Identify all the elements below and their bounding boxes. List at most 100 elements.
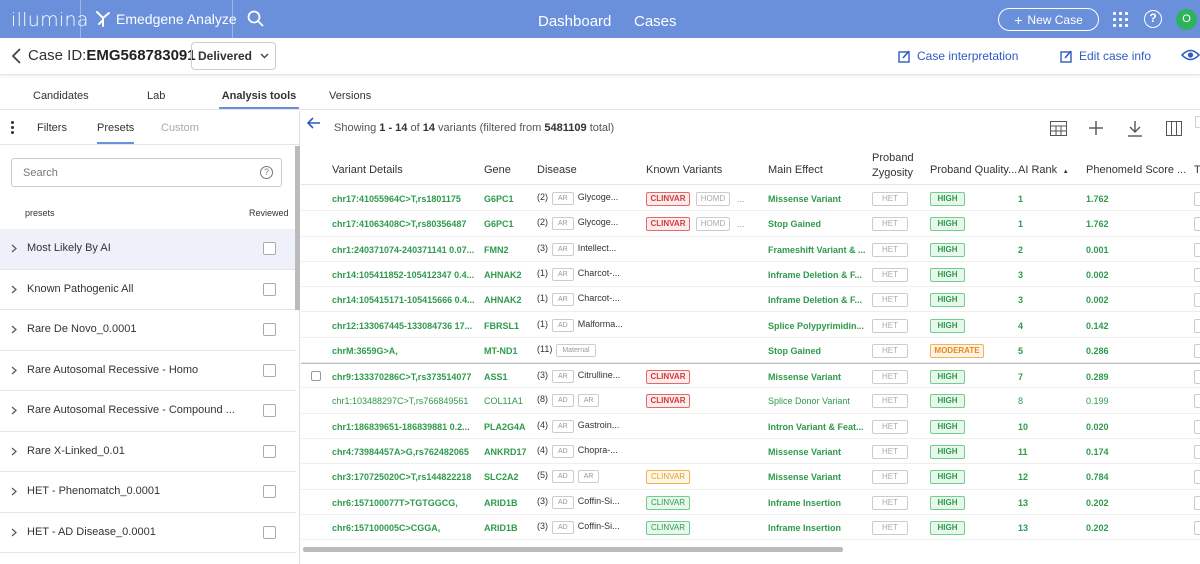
chevron-right-icon[interactable] [11, 285, 17, 297]
variant-details[interactable]: chr6:157100077T>TGTGGCG, [332, 497, 458, 508]
reviewed-checkbox[interactable] [263, 323, 276, 336]
column-header[interactable]: Variant Details [332, 164, 403, 176]
tab-custom[interactable]: Custom [161, 122, 199, 134]
table-row[interactable]: chr17:41063408C>T,rs80356487 G6PC1 (2) AR Gl… [301, 211, 1200, 237]
column-header[interactable]: AI Rank ▲ [1018, 164, 1069, 176]
table-row[interactable]: chr6:157100077T>TGTGGCG, ARID1B (3) AD Coffi… [301, 490, 1200, 515]
edit-case-info-link[interactable]: Edit case info [1060, 49, 1151, 63]
nav-cases[interactable]: Cases [634, 13, 677, 30]
tab-analysis-tools[interactable]: Analysis tools [219, 90, 299, 109]
row-checkbox[interactable] [311, 371, 321, 382]
preset-item[interactable]: Most Likely By AI [0, 229, 296, 270]
variant-details[interactable]: chr1:186839651-186839881 0.2... [332, 421, 470, 432]
table-row[interactable]: chr1:186839651-186839881 0.2... PLA2G4A (4… [301, 414, 1200, 439]
columns-icon[interactable] [1166, 121, 1182, 141]
gene[interactable]: AHNAK2 [484, 295, 522, 306]
preset-item[interactable]: Rare Autosomal Recessive - Compound ... [0, 391, 296, 432]
table-row[interactable]: chrM:3659G>A, MT-ND1 (11) Maternal Stop Gain… [301, 338, 1200, 364]
reviewed-checkbox[interactable] [263, 363, 276, 377]
table-row[interactable]: chr1:103488297C>T,rs766849561 COL11A1 (8) A… [301, 388, 1200, 414]
gene[interactable]: FMN2 [484, 244, 509, 255]
chevron-right-icon[interactable] [11, 447, 17, 459]
preset-item[interactable]: HET - AD Disease_0.0001 [0, 513, 296, 553]
reviewed-checkbox[interactable] [263, 282, 276, 296]
tab-versions[interactable]: Versions [329, 90, 372, 102]
variant-details[interactable]: chr14:105411852-105412347 0.4... [332, 269, 475, 280]
tab-lab[interactable]: Lab [147, 90, 166, 102]
column-header[interactable]: T [1194, 164, 1200, 176]
horizontal-scrollbar[interactable] [303, 547, 843, 552]
clinvar-badge[interactable]: CLINVAR [646, 394, 690, 409]
side-panel-toggle[interactable] [1195, 116, 1200, 128]
sort-asc-icon[interactable]: ▲ [1061, 169, 1069, 175]
chevron-right-icon[interactable] [11, 406, 17, 418]
table-row[interactable]: chr9:133370286C>T,rs373514077 ASS1 (3) AR Ci… [301, 363, 1200, 389]
variant-details[interactable]: chr4:73984457A>G,rs762482065 [332, 447, 469, 457]
variant-details[interactable]: chr1:240371074-240371141 0.07... [332, 244, 475, 255]
clinvar-badge[interactable]: CLINVAR [646, 192, 690, 206]
chevron-right-icon[interactable] [11, 366, 17, 378]
nav-dashboard[interactable]: Dashboard [538, 13, 612, 30]
gene[interactable]: ARID1B [484, 522, 518, 533]
clinvar-badge[interactable]: CLINVAR [646, 370, 690, 385]
table-row[interactable]: chr3:170725020C>T,rs144822218 SLC2A2 (5) AD… [301, 464, 1200, 490]
variant-details[interactable]: chr6:157100005C>CGGA, [332, 522, 441, 533]
gene[interactable]: G6PC1 [484, 194, 514, 204]
tab-filters[interactable]: Filters [37, 122, 67, 134]
column-header[interactable]: Disease [537, 164, 577, 176]
table-row[interactable]: chr12:133067445-133084736 17... FBRSL1 (1)… [301, 313, 1200, 338]
variant-details[interactable]: chr9:133370286C>T,rs373514077 [332, 372, 472, 383]
help-icon[interactable]: ? [260, 166, 273, 179]
chevron-right-icon[interactable] [11, 244, 17, 256]
variant-details[interactable]: chr17:41055964C>T,rs1801175 [332, 194, 461, 204]
illumina-logo[interactable]: illumina [11, 9, 89, 31]
chevron-right-icon[interactable] [11, 487, 17, 499]
table-row[interactable]: chr1:240371074-240371141 0.07... FMN2 (3) A… [301, 237, 1200, 262]
table-row[interactable]: chr17:41055964C>T,rs1801175 G6PC1 (2) AR Gly… [301, 186, 1200, 212]
variant-details[interactable]: chr14:105415171-105415666 0.4... [332, 295, 475, 306]
add-icon[interactable] [1089, 121, 1103, 140]
chevron-right-icon[interactable] [11, 528, 17, 540]
variant-details[interactable]: chr12:133067445-133084736 17... [332, 320, 473, 331]
column-header[interactable]: Proband Zygosity [872, 151, 914, 181]
column-header[interactable]: Proband Quality... [930, 164, 1018, 176]
column-header[interactable]: Gene [484, 164, 511, 176]
collapse-arrow-icon[interactable] [306, 116, 321, 134]
help-icon[interactable]: ? [1144, 10, 1162, 28]
preset-search-input[interactable]: Search ? [11, 158, 282, 187]
back-chevron-icon[interactable] [10, 47, 22, 70]
gene[interactable]: SLC2A2 [484, 472, 519, 483]
column-header[interactable]: Main Effect [768, 164, 823, 176]
table-row[interactable]: chr6:157100005C>CGGA, ARID1B (3) AD Coffin-S… [301, 515, 1200, 541]
gene[interactable]: ARID1B [484, 497, 518, 508]
product-name[interactable]: Emedgene Analyze [96, 11, 237, 27]
avatar[interactable]: O [1176, 9, 1197, 30]
gene[interactable]: G6PC1 [484, 219, 514, 230]
variant-details[interactable]: chr1:103488297C>T,rs766849561 [332, 396, 469, 407]
variant-details[interactable]: chr3:170725020C>T,rs144822218 [332, 472, 472, 483]
gene[interactable]: PLA2G4A [484, 421, 526, 432]
gene[interactable]: FBRSL1 [484, 320, 520, 331]
table-row[interactable]: chr14:105415171-105415666 0.4... AHNAK2 (1… [301, 287, 1200, 313]
case-status-dropdown[interactable]: Delivered [191, 42, 276, 70]
gene[interactable]: COL11A1 [484, 396, 523, 407]
preset-item[interactable]: Rare X-Linked_0.01 [0, 432, 296, 472]
clinvar-badge[interactable]: CLINVAR [646, 520, 690, 535]
gene[interactable]: ANKRD17 [484, 447, 527, 457]
gene[interactable]: AHNAK2 [484, 269, 522, 280]
table-view-icon[interactable] [1050, 121, 1067, 141]
tab-candidates[interactable]: Candidates [33, 90, 89, 102]
case-interpretation-link[interactable]: Case interpretation [898, 49, 1018, 63]
new-case-button[interactable]: + New Case [998, 8, 1099, 31]
chevron-right-icon[interactable] [11, 325, 17, 337]
apps-grid-icon[interactable] [1113, 12, 1128, 27]
tab-presets[interactable]: Presets [97, 122, 135, 144]
reviewed-checkbox[interactable] [263, 242, 276, 255]
kebab-menu-icon[interactable] [11, 121, 14, 136]
reviewed-checkbox[interactable] [263, 404, 276, 417]
reviewed-checkbox[interactable] [263, 485, 276, 498]
clinvar-badge[interactable]: CLINVAR [646, 217, 690, 232]
column-header[interactable]: PhenomeId Score ... [1086, 164, 1187, 176]
table-row[interactable]: chr4:73984457A>G,rs762482065 ANKRD17 (4) AD… [301, 439, 1200, 465]
gene[interactable]: ASS1 [484, 372, 508, 383]
